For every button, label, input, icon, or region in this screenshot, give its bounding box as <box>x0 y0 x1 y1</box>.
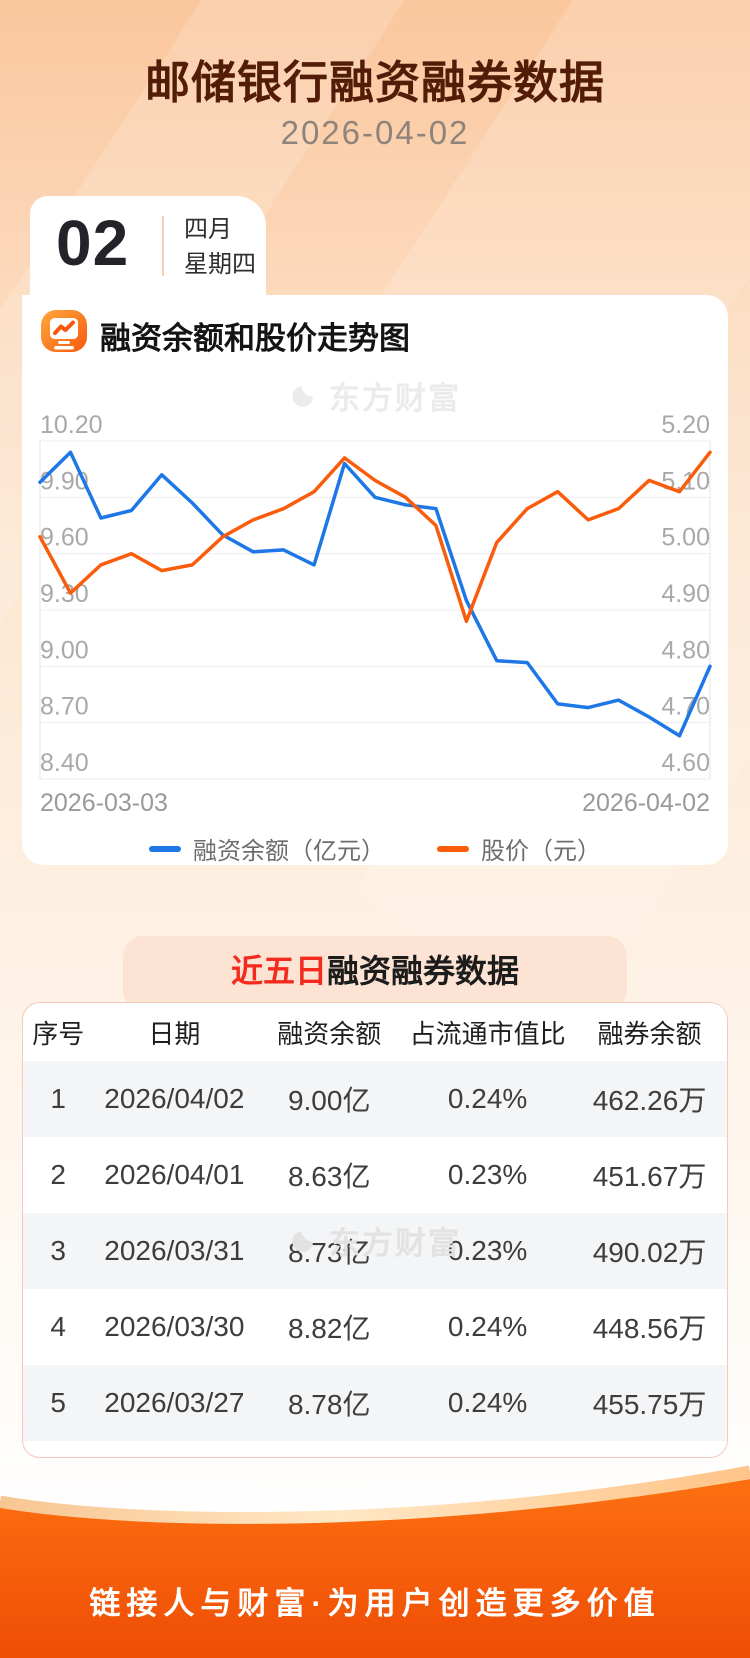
chart-legend: 融资余额（亿元） 股价（元） <box>22 831 728 866</box>
table-cell: 2 <box>50 1159 66 1190</box>
table-row: 2 2026/04/01 8.63亿 0.23% 451.67万 <box>23 1137 727 1213</box>
svg-text:5.00: 5.00 <box>661 524 710 552</box>
table-cell: 2026/03/27 <box>104 1387 245 1418</box>
table-column-header: 序号 <box>32 1018 85 1049</box>
table-cell: 490.02万 <box>592 1237 707 1268</box>
table-cell: 0.24% <box>447 1083 528 1114</box>
table-cell: 0.23% <box>447 1159 528 1190</box>
svg-text:4.60: 4.60 <box>661 749 710 777</box>
date-month-weekday: 四月 星期四 <box>184 212 256 282</box>
page-date: 2026-04-02 <box>280 114 470 151</box>
table-cell: 2026/04/02 <box>104 1083 245 1114</box>
table-cell: 1 <box>50 1083 66 1114</box>
date-divider <box>162 216 164 276</box>
legend-label: 融资余额（亿元） <box>193 838 385 865</box>
table-title-highlight: 近五日 <box>230 953 327 989</box>
line-chart: 10.20 5.209.90 5.109.60 5.009.30 4.909.00 4.8… <box>38 411 712 817</box>
svg-text:10.20: 10.20 <box>40 411 103 439</box>
table-row: 5 2026/03/27 8.78亿 0.24% 455.75万 <box>23 1365 727 1441</box>
svg-text:2026-03-03: 2026-03-03 <box>40 789 168 817</box>
date-weekday: 星期四 <box>184 251 256 278</box>
table-title-banner: 近五日融资融券数据 <box>123 936 627 1010</box>
svg-text:8.70: 8.70 <box>40 693 89 721</box>
table-cell: 8.82亿 <box>287 1313 371 1344</box>
table-cell: 9.00亿 <box>287 1085 371 1116</box>
table-cell: 0.23% <box>447 1235 528 1266</box>
margin-data-table: 序号 日期 融资余额 占流通市值比 融券余额 1 2026/04/02 9.00亿 0.24%… <box>22 1002 728 1458</box>
legend-label: 股价（元） <box>481 838 601 865</box>
svg-text:9.00: 9.00 <box>40 636 89 664</box>
table-cell: 2026/03/30 <box>104 1311 245 1342</box>
table-cell: 5 <box>50 1387 66 1418</box>
table-cell: 462.26万 <box>592 1085 707 1116</box>
svg-text:4.90: 4.90 <box>661 580 710 608</box>
legend-swatch <box>149 845 181 852</box>
trend-chart-icon <box>41 310 87 352</box>
table-cell: 4 <box>50 1311 66 1342</box>
table-column-header: 融券余额 <box>597 1018 702 1049</box>
svg-text:8.40: 8.40 <box>40 749 89 777</box>
svg-text:4.80: 4.80 <box>661 636 710 664</box>
legend-item: 股价（元） <box>437 831 601 866</box>
table-header-row: 序号 日期 融资余额 占流通市值比 融券余额 <box>23 1003 727 1061</box>
table-cell: 8.73亿 <box>287 1237 371 1268</box>
table-row: 3 2026/03/31 8.73亿 0.23% 490.02万 <box>23 1213 727 1289</box>
table-column-header: 占流通市值比 <box>409 1018 566 1049</box>
footer-slogan: 链接人与财富·为用户创造更多价值 <box>89 1586 661 1621</box>
table-cell: 0.24% <box>447 1311 528 1342</box>
table-cell: 0.24% <box>447 1387 528 1418</box>
svg-text:9.60: 9.60 <box>40 524 89 552</box>
table-cell: 2026/03/31 <box>104 1235 245 1266</box>
legend-swatch <box>437 845 469 852</box>
date-day-number: 02 <box>56 207 130 279</box>
table-cell: 448.56万 <box>592 1313 707 1344</box>
svg-text:9.90: 9.90 <box>40 467 89 495</box>
svg-text:2026-04-02: 2026-04-02 <box>582 789 710 817</box>
table-row: 1 2026/04/02 9.00亿 0.24% 462.26万 <box>23 1061 727 1137</box>
date-card: 02 四月 星期四 <box>30 196 266 296</box>
table-body: 1 2026/04/02 9.00亿 0.24% 462.26万 2 2026/04/01 8… <box>23 1061 727 1441</box>
footer-wave <box>0 1465 750 1658</box>
svg-text:5.20: 5.20 <box>661 411 710 439</box>
table-row: 4 2026/03/30 8.82亿 0.24% 448.56万 <box>23 1289 727 1365</box>
date-month: 四月 <box>184 216 232 243</box>
table-cell: 3 <box>50 1235 66 1266</box>
page-title: 邮储银行融资融券数据 <box>144 57 605 108</box>
legend-item: 融资余额（亿元） <box>149 831 385 866</box>
svg-text:4.70: 4.70 <box>661 693 710 721</box>
table-cell: 8.63亿 <box>287 1161 371 1192</box>
table-column-header: 日期 <box>148 1018 201 1049</box>
chart-card: 融资余额和股价走势图 东方财富 10.20 5.20 9.90 5.10 9.60 5.0… <box>22 295 728 865</box>
chart-section-title: 融资余额和股价走势图 <box>100 321 410 356</box>
table-cell: 8.78亿 <box>287 1389 371 1420</box>
table-cell: 451.67万 <box>592 1161 707 1192</box>
table-cell: 455.75万 <box>592 1389 707 1420</box>
table-title-rest: 融资融券数据 <box>327 953 520 989</box>
table-column-header: 融资余额 <box>277 1018 382 1049</box>
table-cell: 2026/04/01 <box>104 1159 245 1190</box>
